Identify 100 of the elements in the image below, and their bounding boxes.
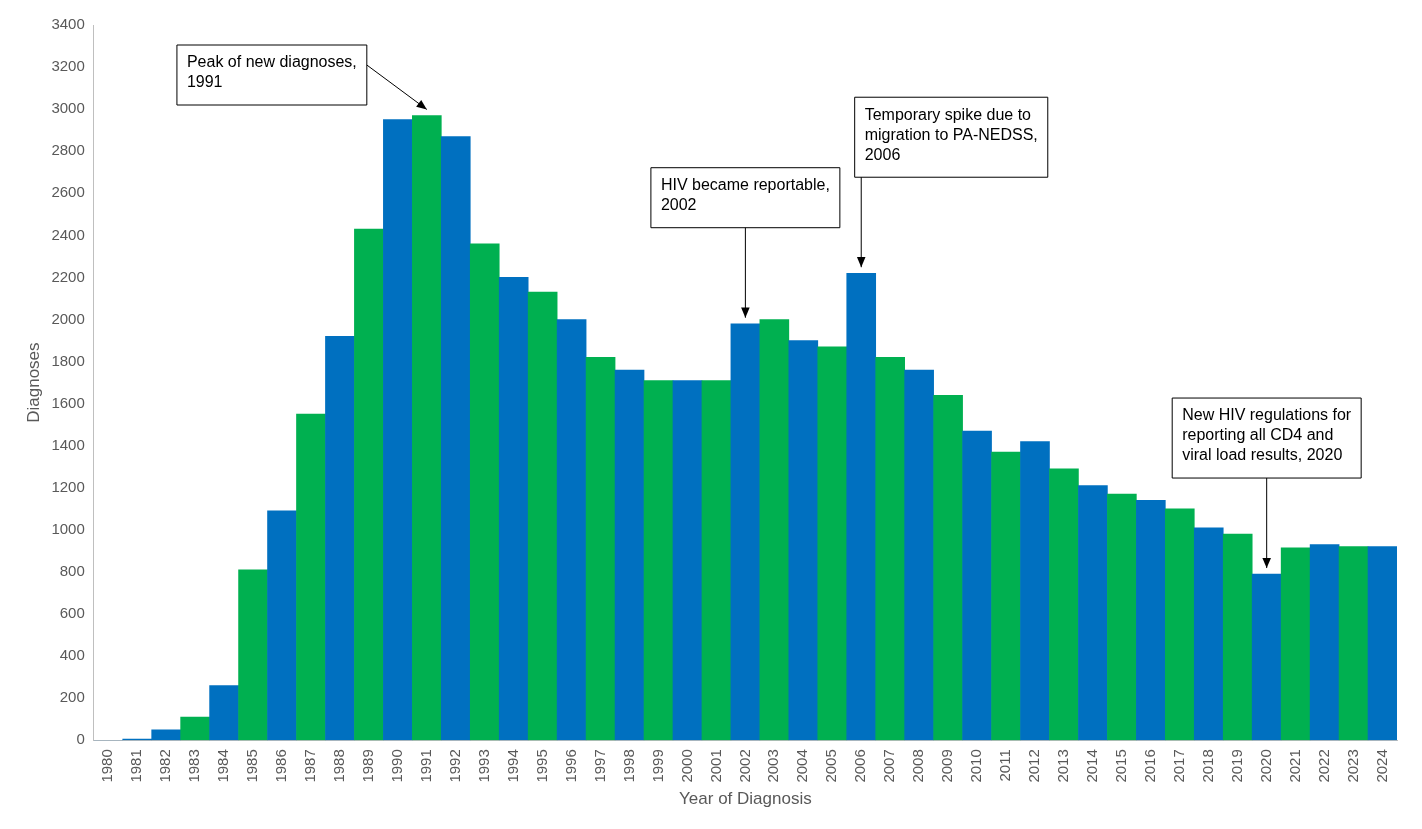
bar [267,510,297,741]
bar [962,430,992,741]
bar [325,336,355,741]
bar [354,228,384,741]
y-tick-label: 2800 [51,141,85,159]
y-tick-label: 2000 [51,309,85,327]
x-tick-label: 2005 [822,749,840,783]
y-tick-label: 2600 [51,183,85,201]
x-tick-label: 2009 [938,749,956,783]
bar [585,357,616,741]
bar [875,357,905,741]
x-tick-label: 2002 [735,749,753,783]
y-axis-title: Diagnoses [23,342,43,423]
bar [1136,500,1166,741]
bar [180,716,210,741]
x-tick-label: 1980 [98,749,116,783]
x-tick-label: 2016 [1140,749,1158,783]
x-tick-label: 2011 [996,749,1014,782]
bar [701,380,732,741]
x-tick-label: 1998 [619,749,637,783]
annotation: HIV became reportable, 2002 [660,176,830,214]
bar [1338,546,1369,741]
bar [412,115,442,741]
y-tick-label: 3400 [51,15,85,33]
x-tick-label: 2013 [1054,749,1072,783]
bar [1078,485,1108,741]
y-tick-label: 3200 [51,57,85,75]
bar [1049,468,1079,741]
bar [1251,573,1282,741]
y-tick-label: 800 [59,562,85,580]
bar [788,340,819,741]
x-tick-label: 1986 [272,749,290,783]
bar [672,380,703,741]
bar [556,319,587,741]
bar [498,277,529,741]
x-tick-label: 1999 [648,749,666,783]
y-tick-label: 2400 [51,225,85,243]
bar [440,136,471,741]
x-tick-label: 2012 [1025,749,1043,783]
x-tick-label: 2003 [764,749,782,783]
x-tick-label: 1996 [561,749,579,783]
x-tick-label: 2022 [1314,749,1332,783]
x-tick-label: 2015 [1112,749,1130,783]
bar [1309,544,1340,741]
y-tick-label: 0 [76,730,85,748]
bar [933,394,963,741]
y-tick-label: 1200 [51,477,85,495]
bar [469,243,500,741]
bar [238,569,268,741]
bar [643,380,674,741]
x-tick-label: 2023 [1343,749,1361,783]
bar [1020,441,1050,741]
x-tick-label: 1981 [127,749,145,783]
x-tick-label: 1984 [214,749,232,783]
bar [846,272,877,741]
y-tick-label: 1400 [51,435,85,453]
x-tick-label: 2006 [851,749,869,783]
y-tick-label: 1800 [51,351,85,369]
bar [209,685,239,741]
annotation: Temporary spike due to migration to PA-NEDSS, 2006 [864,105,1038,163]
x-tick-label: 1992 [445,749,463,783]
bar [991,451,1021,741]
x-tick-label: 2019 [1227,749,1245,783]
annotation: Peak of new diagnoses, 1991 [186,53,357,91]
y-tick-label: 3000 [51,99,85,117]
bar [527,291,558,741]
x-tick-label: 1982 [156,749,174,783]
bar [730,323,761,741]
bar [1367,546,1397,741]
x-tick-label: 1993 [474,749,492,783]
x-tick-label: 1989 [359,749,377,783]
x-axis-title: Year of Diagnosis [679,789,812,809]
bar [904,369,934,741]
x-tick-label: 1983 [185,749,203,783]
x-tick-label: 1987 [301,749,319,783]
bar [1222,533,1253,741]
bar [383,119,413,741]
y-tick-label: 200 [59,688,85,706]
bar [817,346,848,741]
x-tick-label: 1991 [416,749,434,783]
bar [1193,527,1224,741]
x-tick-label: 1995 [532,749,550,783]
x-tick-label: 2018 [1198,749,1216,783]
bar [1107,493,1137,741]
annotation: New HIV regulations for reporting all CD4 and viral load results, 2020 [1182,406,1352,464]
x-tick-label: 2017 [1169,749,1187,783]
y-tick-label: 1600 [51,393,85,411]
x-tick-label: 2020 [1256,749,1274,783]
y-tick-label: 600 [59,604,85,622]
x-tick-label: 1994 [503,749,521,783]
bar [1164,508,1195,741]
x-tick-label: 1990 [388,749,405,783]
bar [614,369,645,741]
x-tick-label: 2021 [1285,749,1303,783]
x-tick-label: 2007 [880,749,898,783]
x-tick-label: 2008 [909,749,927,783]
bar [296,413,326,741]
x-tick-label: 2010 [967,749,985,783]
y-tick-label: 1000 [51,520,85,538]
x-tick-label: 2014 [1083,749,1101,783]
